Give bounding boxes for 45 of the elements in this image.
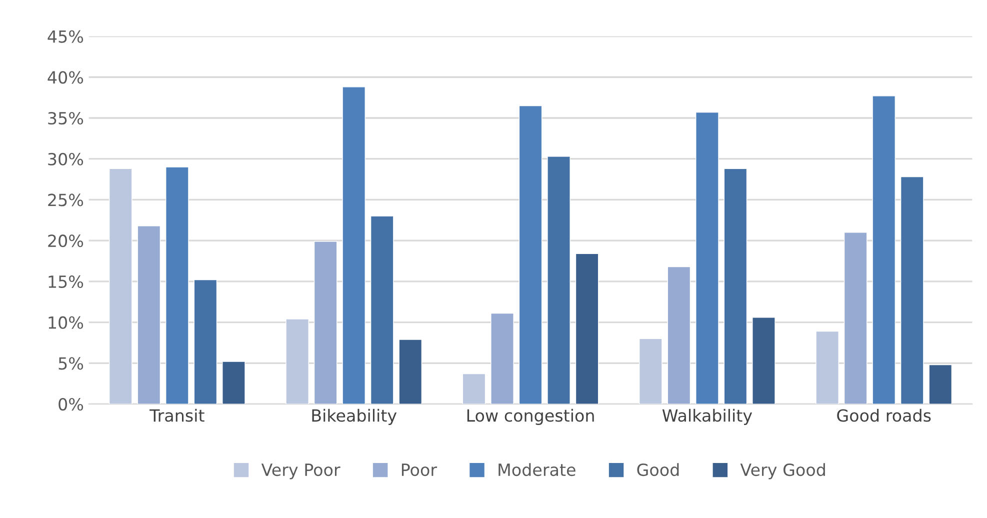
bar — [575, 253, 599, 404]
bar — [900, 176, 924, 404]
y-tick-label: 25% — [48, 194, 84, 206]
y-tick-label: 35% — [48, 112, 84, 125]
legend-label: Poor — [402, 464, 438, 476]
y-tick-label: 45% — [48, 30, 84, 43]
x-tick-label: Walkability — [662, 408, 752, 426]
bar — [166, 166, 189, 404]
x-tick-label: Good roads — [837, 408, 931, 422]
y-tick-label: 40% — [48, 71, 84, 84]
bar — [370, 216, 394, 404]
legend-label: Very Poor — [261, 464, 340, 480]
bar — [342, 86, 366, 404]
bar — [490, 312, 514, 404]
bar — [398, 339, 422, 404]
bar — [928, 364, 952, 404]
bar — [286, 318, 309, 404]
bar — [137, 226, 161, 404]
legend-label: Good — [637, 463, 679, 476]
bar — [696, 112, 719, 404]
legend-label: Moderate — [498, 463, 576, 476]
bar — [752, 317, 776, 404]
bar — [667, 266, 691, 404]
y-tick-label: 0% — [58, 398, 84, 411]
bar — [222, 361, 246, 404]
x-tick-label: Low congestion — [467, 408, 594, 426]
bar — [816, 330, 839, 404]
bar — [547, 156, 570, 404]
x-tick-label: Transit — [150, 408, 204, 422]
y-tick-label: 20% — [48, 234, 84, 248]
bar — [872, 96, 896, 404]
bar — [314, 241, 338, 404]
bar — [518, 105, 542, 404]
bar — [194, 279, 218, 404]
bar — [844, 232, 868, 404]
y-tick-label: 15% — [48, 275, 84, 288]
legend-label: Very Good — [740, 463, 825, 480]
bar — [462, 373, 486, 404]
bar — [724, 168, 748, 404]
x-tick-label: Bikeability — [312, 408, 397, 426]
bar — [638, 338, 662, 404]
bar — [108, 168, 132, 404]
y-tick-label: 5% — [58, 357, 84, 370]
y-tick-label: 10% — [48, 316, 84, 329]
y-tick-label: 30% — [48, 152, 84, 166]
